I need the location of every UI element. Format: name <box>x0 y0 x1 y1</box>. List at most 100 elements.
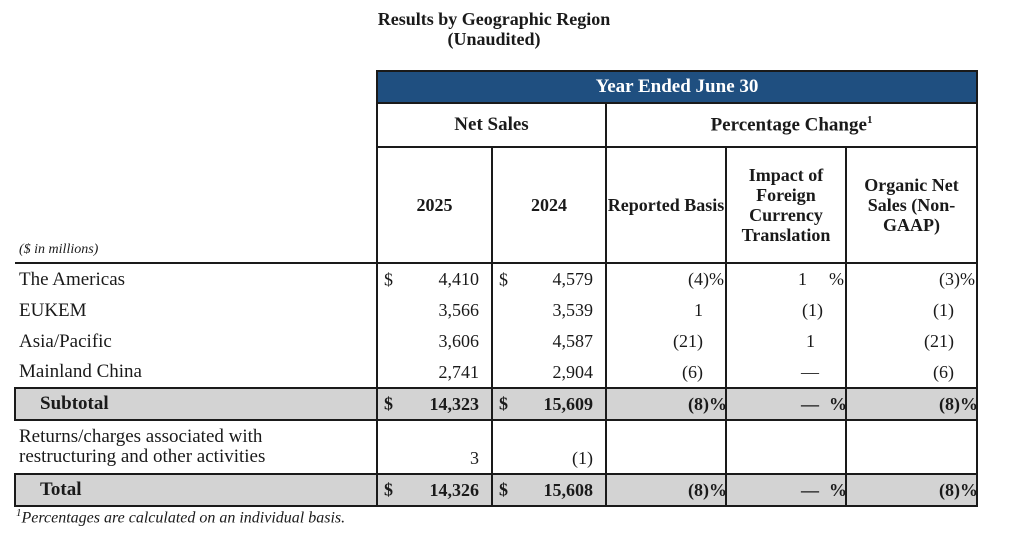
fx-value: 1 <box>806 331 815 351</box>
total-2025: $14,326 <box>376 473 493 507</box>
reported-value: (4) <box>688 269 709 289</box>
cell-fx: (1) <box>725 295 847 326</box>
cell-2025: 3,566 <box>376 295 493 326</box>
cell-2024: 3,539 <box>491 295 607 326</box>
returns-reported-empty <box>605 420 727 474</box>
table-row: The Americas $4,410 $4,579 (4)% 1% (3)% <box>15 263 978 295</box>
table-row: Asia/Pacific 3,606 4,587 (21) 1 (21) <box>15 326 978 357</box>
returns-2025: 3 <box>376 420 493 474</box>
percent-sign: % <box>829 269 844 289</box>
total-row: Total $14,326 $15,608 (8)% —% (8)% <box>14 473 978 507</box>
percent-sign: % <box>960 269 975 289</box>
value-2024: 2,904 <box>552 361 594 382</box>
organic-value: (3) <box>939 269 960 289</box>
cell-2024: $4,579 <box>491 263 607 295</box>
fx-value: (1) <box>802 300 823 320</box>
footnote-text: Percentages are calculated on an individ… <box>21 509 346 527</box>
reported-value: 1 <box>694 300 703 320</box>
region-label: Mainland China <box>19 361 142 382</box>
cell-organic: (1) <box>845 295 978 326</box>
reported-value: (8) <box>688 393 709 414</box>
currency-symbol: $ <box>499 269 508 289</box>
subtotal-row: Subtotal $14,323 $15,609 (8)% —% (8)% <box>14 387 978 421</box>
percentage-change-label: Percentage Change <box>710 114 867 136</box>
footnote-marker: 1 <box>866 113 873 126</box>
total-reported: (8)% <box>605 473 727 507</box>
cell-fx: 1 <box>725 326 847 357</box>
percent-sign: % <box>709 269 724 289</box>
currency-symbol: $ <box>384 393 393 414</box>
value-2025: 3,566 <box>438 300 480 320</box>
units-label: ($ in millions) <box>15 147 377 264</box>
currency-symbol: $ <box>384 479 393 500</box>
value-2025: 14,326 <box>429 479 480 500</box>
value-2025: 2,741 <box>438 361 480 382</box>
currency-symbol: $ <box>499 479 508 500</box>
returns-2024: (1) <box>491 420 607 474</box>
total-label: Total <box>14 473 378 507</box>
percentage-change-group-header: Percentage Change1 <box>605 102 978 148</box>
returns-fx-empty <box>725 420 847 474</box>
region-label: The Americas <box>19 268 126 290</box>
subtotal-2024: $15,609 <box>491 387 607 421</box>
year-ended-banner: Year Ended June 30 <box>376 70 978 104</box>
col-header-fx-impact: Impact of Foreign Currency Translation <box>725 146 847 264</box>
col-header-2024: 2024 <box>491 146 607 264</box>
region-label: Asia/Pacific <box>19 330 112 352</box>
value-2025: 3,606 <box>438 331 480 351</box>
col-header-reported-basis: Reported Basis <box>605 146 727 264</box>
cell-reported: 1 <box>605 295 727 326</box>
percent-sign: % <box>829 393 846 414</box>
value-2025: 14,323 <box>429 393 480 414</box>
value-2024: 3,539 <box>552 300 594 320</box>
table-row: EUKEM 3,566 3,539 1 (1) (1) <box>15 295 978 326</box>
value-2024: 4,587 <box>552 331 594 351</box>
cell-2024: 4,587 <box>491 326 607 357</box>
returns-label: Returns/charges associated with restruct… <box>19 426 266 467</box>
value-2024: 15,609 <box>543 393 594 414</box>
organic-value: (8) <box>939 479 960 500</box>
returns-organic-empty <box>845 420 978 474</box>
value-2024: 4,579 <box>552 269 594 289</box>
cell-2025: 2,741 <box>376 357 493 388</box>
returns-row: Returns/charges associated with restruct… <box>15 420 978 474</box>
reported-value: (6) <box>682 361 703 382</box>
currency-symbol: $ <box>384 269 393 289</box>
percent-sign: % <box>960 393 977 414</box>
units-header-spacer <box>15 71 377 103</box>
cell-reported: (6) <box>605 357 727 388</box>
subtotal-fx: —% <box>725 387 847 421</box>
total-fx: —% <box>725 473 847 507</box>
cell-2024: 2,904 <box>491 357 607 388</box>
col-header-2025: 2025 <box>376 146 493 264</box>
value-2024: (1) <box>572 448 593 468</box>
cell-organic: (6) <box>845 357 978 388</box>
fx-value: — <box>801 479 819 500</box>
currency-symbol: $ <box>499 393 508 414</box>
fx-value: 1 <box>798 269 807 289</box>
fx-value: — <box>801 361 819 382</box>
percent-sign: % <box>829 479 846 500</box>
table-row: Mainland China 2,741 2,904 (6) — (6) <box>15 357 978 388</box>
cell-2025: $4,410 <box>376 263 493 295</box>
value-2025: 4,410 <box>438 269 480 289</box>
organic-value: (21) <box>924 331 954 351</box>
subtotal-2025: $14,323 <box>376 387 493 421</box>
value-2024: 15,608 <box>543 479 594 500</box>
subtotal-label: Subtotal <box>14 387 378 421</box>
region-label: EUKEM <box>19 299 87 321</box>
value-2025: 3 <box>470 448 479 468</box>
percent-sign: % <box>709 393 726 414</box>
net-sales-group-header: Net Sales <box>376 102 607 148</box>
cell-organic: (3)% <box>845 263 978 295</box>
reported-value: (21) <box>673 331 703 351</box>
report-subtitle: (Unaudited) <box>447 29 541 49</box>
footnote-mark: 1 <box>16 507 22 519</box>
cell-2025: 3,606 <box>376 326 493 357</box>
fx-value: — <box>801 393 819 414</box>
cell-reported: (21) <box>605 326 727 357</box>
total-2024: $15,608 <box>491 473 607 507</box>
reported-value: (8) <box>688 479 709 500</box>
organic-value: (6) <box>933 361 954 382</box>
percent-sign: % <box>960 479 977 500</box>
